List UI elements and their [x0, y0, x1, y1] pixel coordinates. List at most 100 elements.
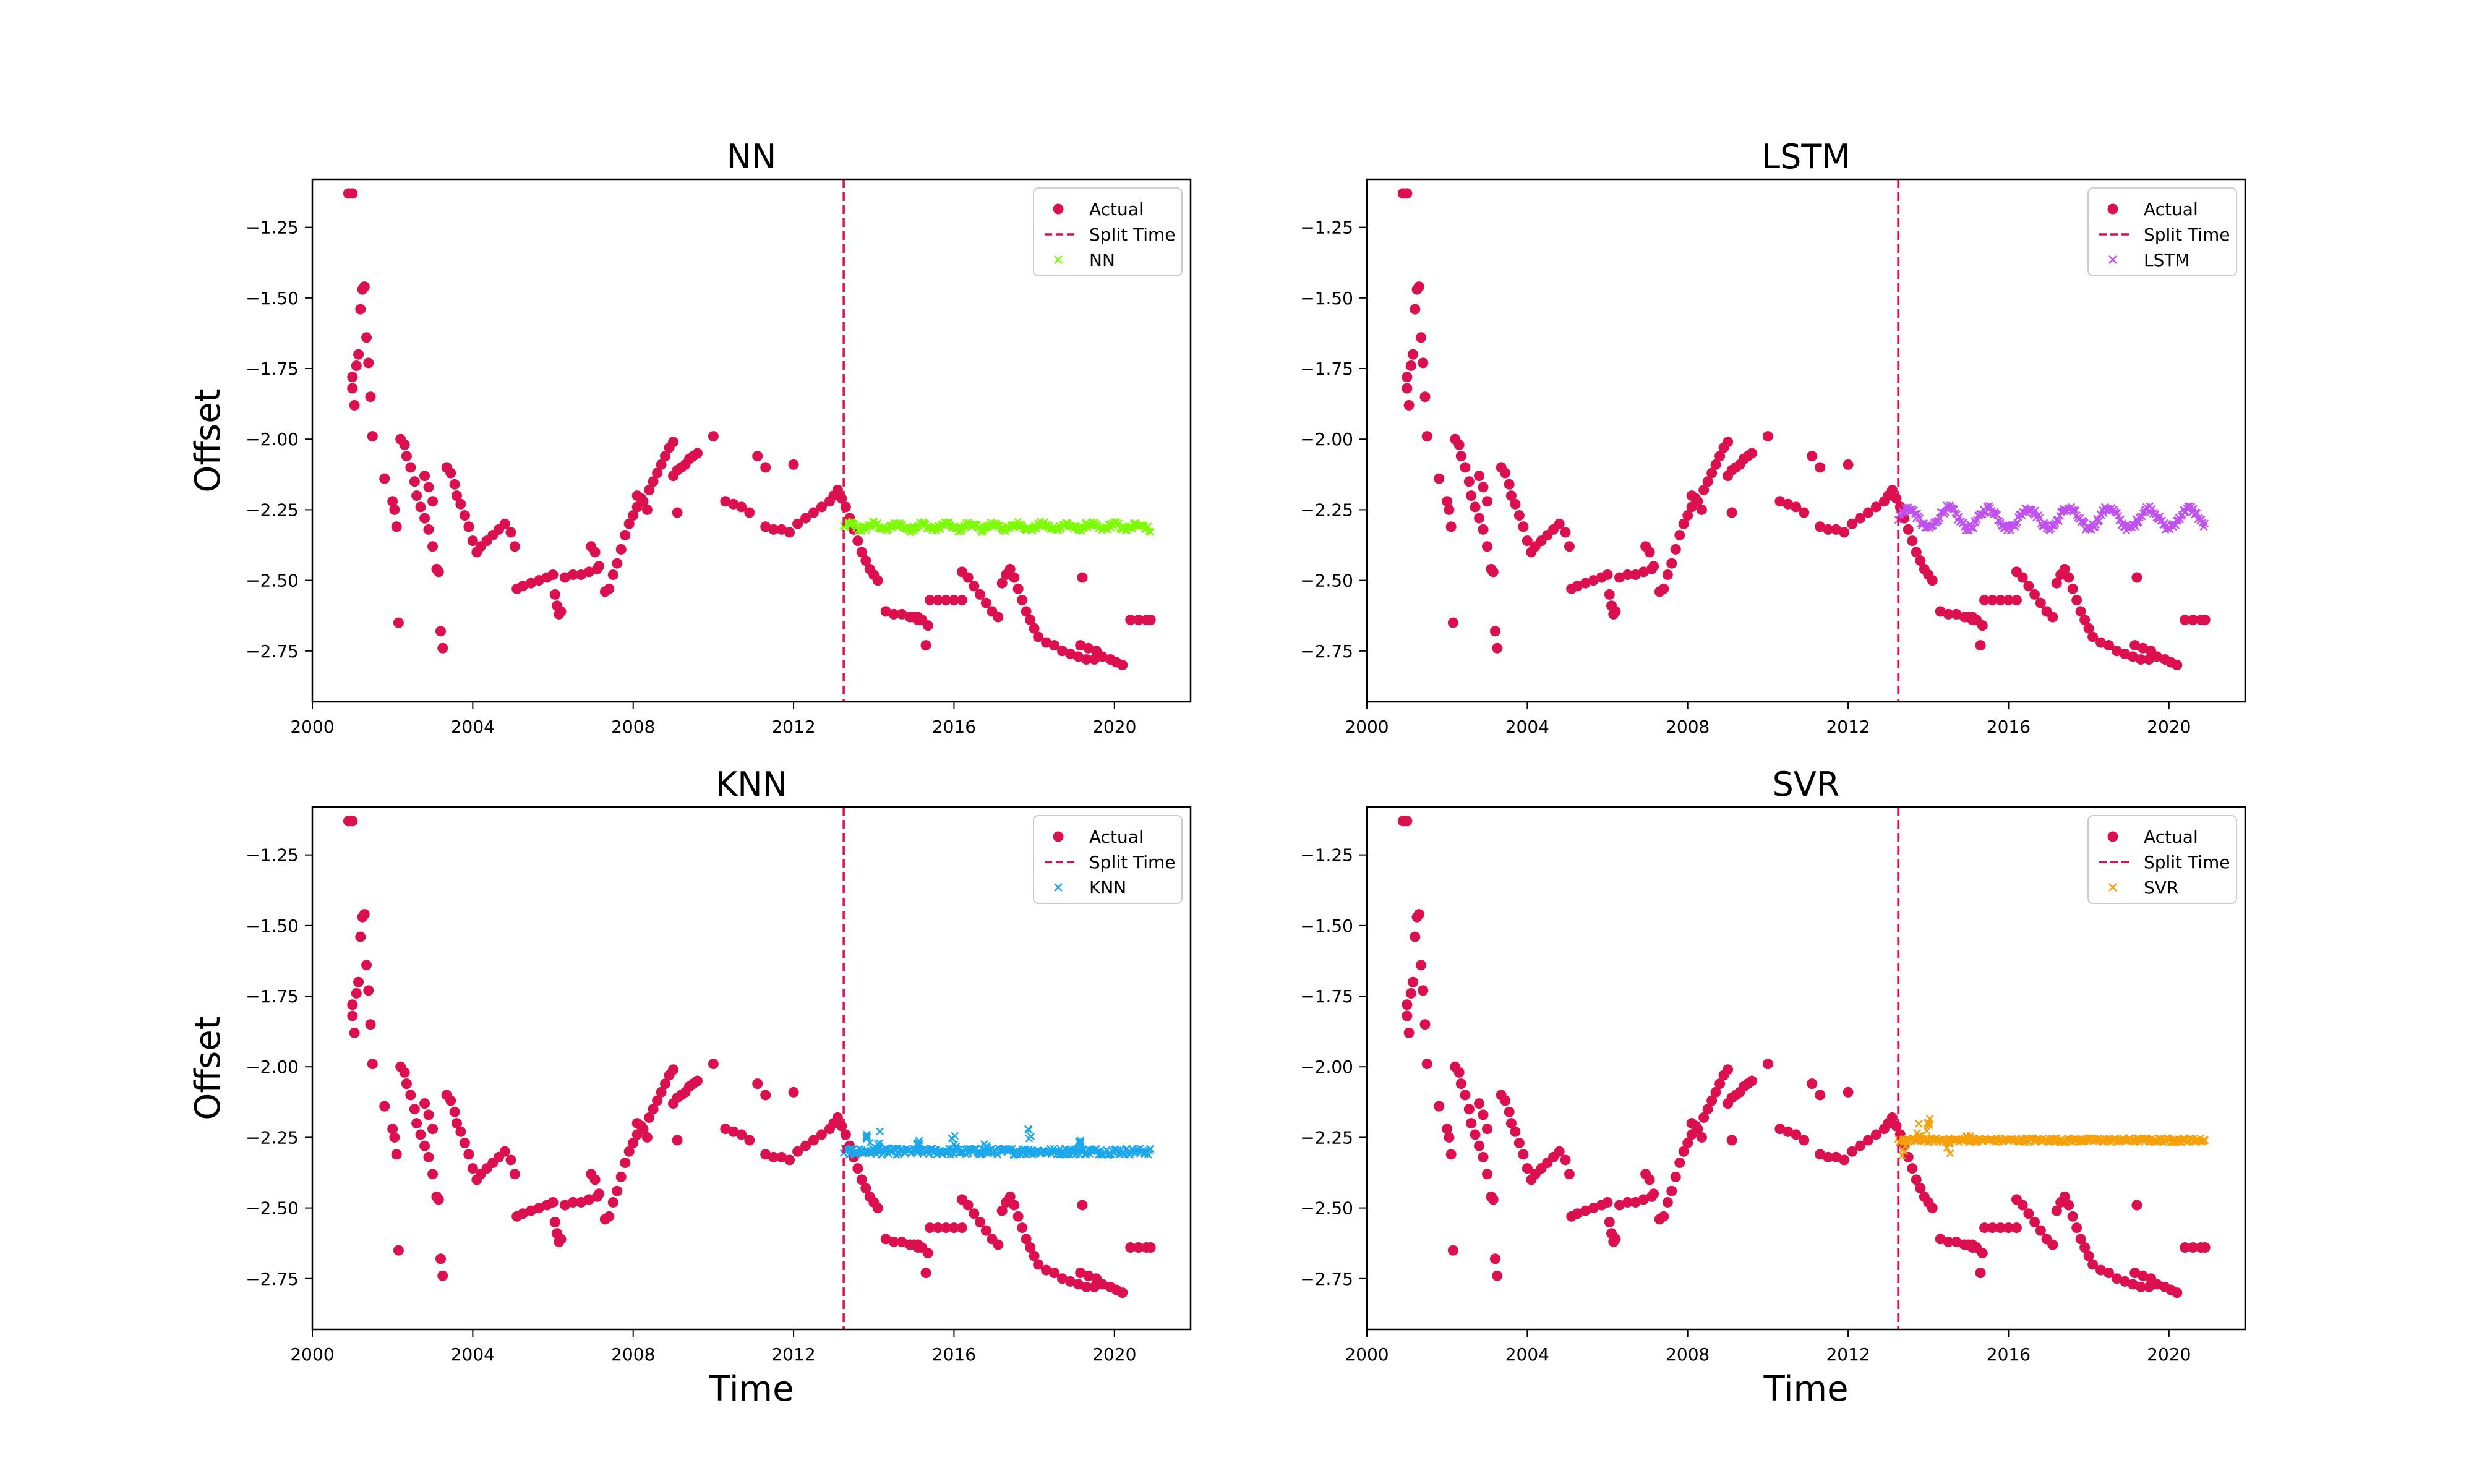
actual-point	[1995, 1222, 2006, 1234]
actual-point	[1410, 304, 1421, 315]
actual-point	[1478, 1151, 1489, 1162]
x-tick-label: 2004	[451, 1344, 495, 1365]
legend-entry-label: LSTM	[2144, 250, 2190, 270]
actual-point	[455, 498, 466, 510]
legend-entry-label: NN	[1089, 250, 1115, 270]
prediction-point	[2201, 1136, 2209, 1145]
actual-point	[784, 527, 795, 538]
actual-point	[1025, 615, 1036, 626]
actual-point	[1025, 1242, 1036, 1253]
actual-point	[2151, 651, 2162, 662]
actual-point	[427, 541, 439, 552]
actual-point	[399, 1067, 410, 1078]
actual-point	[1012, 1211, 1024, 1222]
subplot-title: SVR	[1773, 765, 1840, 804]
actual-point	[347, 1010, 358, 1021]
actual-point	[760, 1090, 771, 1101]
actual-point	[800, 1140, 811, 1151]
actual-point	[1455, 451, 1466, 462]
actual-point	[1979, 1222, 1990, 1234]
actual-point	[517, 581, 528, 592]
actual-point	[1702, 476, 1713, 487]
actual-point	[656, 1086, 667, 1098]
actual-point	[691, 1075, 703, 1086]
actual-point	[1572, 1208, 1583, 1219]
actual-point	[2112, 646, 2123, 657]
actual-point	[423, 524, 434, 535]
y-tick-label: −2.75	[1300, 641, 1353, 662]
actual-point	[2129, 1268, 2141, 1279]
actual-point	[832, 484, 843, 495]
x-tick-label: 2016	[932, 1344, 976, 1365]
actual-point	[533, 1203, 544, 1214]
actual-point	[427, 1124, 439, 1135]
actual-point	[1117, 660, 1128, 671]
actual-point	[547, 1196, 559, 1208]
actual-point	[1466, 1118, 1477, 1129]
actual-point	[549, 1216, 560, 1227]
x-tick-label: 2012	[771, 717, 815, 737]
actual-point	[583, 1194, 594, 1205]
actual-point	[1482, 541, 1493, 552]
actual-point	[1935, 1234, 1946, 1245]
actual-point	[1418, 985, 1429, 996]
actual-point	[1977, 1248, 1988, 1259]
actual-point	[1413, 281, 1424, 292]
actual-point	[1943, 1236, 1954, 1247]
legend-entry-label: Actual	[1089, 199, 1144, 220]
actual-point	[1518, 521, 1529, 532]
actual-point	[1097, 1279, 1108, 1290]
actual-point	[393, 1245, 404, 1256]
prediction-point	[2031, 506, 2039, 515]
actual-point	[533, 575, 544, 586]
axes-frame	[1366, 178, 2246, 703]
actual-point	[1442, 496, 1453, 507]
actual-point	[1807, 451, 1818, 462]
legend-entry-label: Actual	[2144, 827, 2198, 847]
prediction-point	[915, 1147, 923, 1156]
actual-point	[638, 496, 649, 507]
actual-point	[423, 1151, 434, 1162]
actual-point	[668, 1064, 679, 1075]
actual-point	[1951, 1236, 1962, 1247]
actual-point	[1021, 1234, 1032, 1245]
prediction-point	[1946, 1149, 1954, 1158]
actual-point	[816, 1129, 827, 1140]
actual-point	[2023, 1208, 2034, 1219]
prediction-point	[1898, 1151, 1906, 1160]
actual-point	[1648, 1188, 1659, 1200]
prediction-point	[876, 1139, 884, 1148]
actual-point	[361, 332, 372, 343]
actual-point	[1522, 1163, 1533, 1174]
actual-point	[1610, 606, 1621, 617]
actual-point	[1097, 651, 1108, 662]
actual-point	[1967, 615, 1978, 626]
actual-point	[419, 1098, 430, 1109]
actual-point	[379, 1101, 390, 1112]
axes-frame	[1366, 806, 2246, 1331]
actual-point	[1402, 1010, 1413, 1021]
actual-point	[594, 561, 605, 572]
actual-point	[1995, 595, 2006, 606]
actual-point	[2047, 612, 2058, 623]
plot-area	[1397, 816, 2211, 1298]
x-tick-label: 2000	[1345, 1344, 1389, 1365]
actual-point	[505, 527, 516, 538]
actual-point	[1815, 462, 1826, 473]
actual-point	[1907, 1163, 1918, 1174]
actual-point	[808, 507, 820, 518]
actual-point	[353, 349, 364, 360]
actual-point	[389, 504, 400, 515]
prediction-point	[1025, 1125, 1033, 1134]
x-tick-label: 2004	[1505, 717, 1549, 737]
actual-point	[2063, 572, 2074, 583]
prediction-point	[983, 1143, 991, 1152]
actual-point	[816, 501, 827, 513]
actual-point	[2199, 1242, 2211, 1253]
y-tick-label: −1.50	[246, 916, 299, 936]
actual-point	[1402, 372, 1413, 383]
actual-point	[2127, 651, 2138, 662]
actual-point	[768, 1151, 779, 1162]
actual-point	[2112, 1273, 2123, 1284]
x-tick-label: 2016	[932, 717, 976, 737]
